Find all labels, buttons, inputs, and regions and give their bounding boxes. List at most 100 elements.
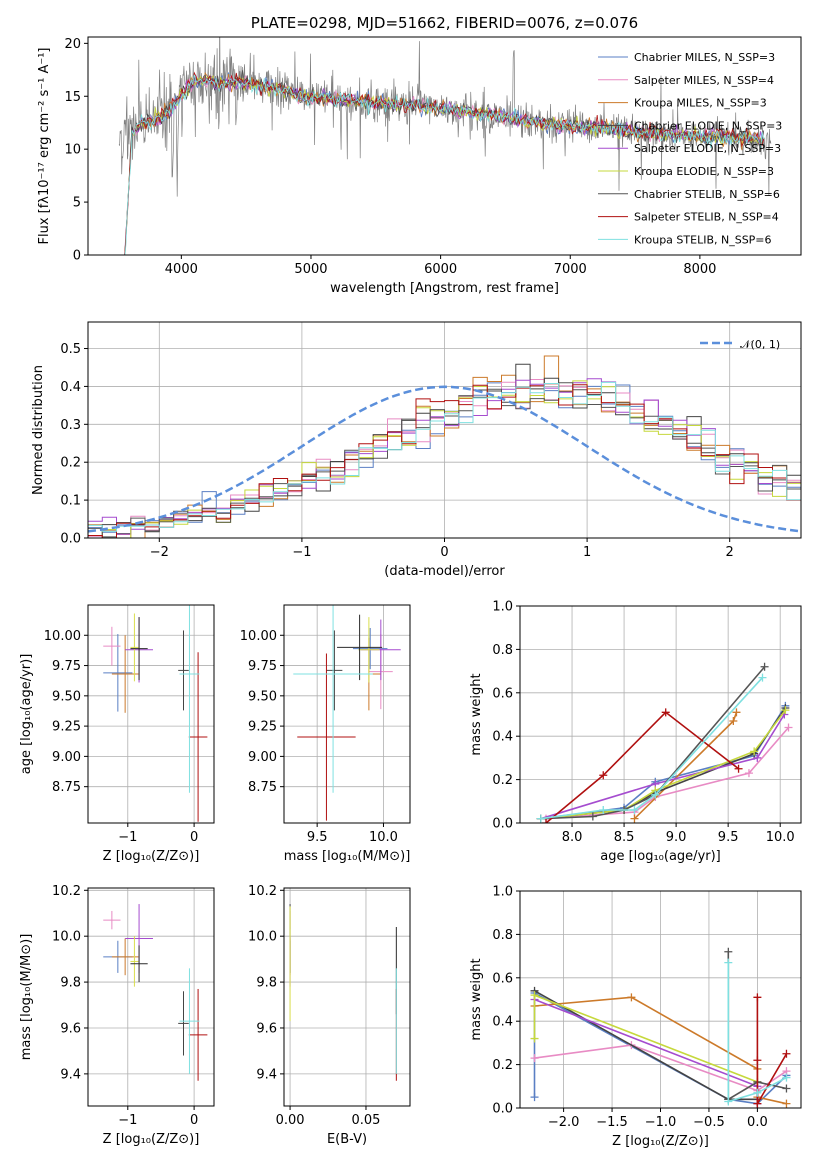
- y-tick-label: 9.8: [60, 976, 81, 991]
- weight-marker: [734, 764, 743, 773]
- y-tick-label: 0.2: [492, 773, 513, 788]
- weight-marker: [782, 1073, 791, 1082]
- legend-label: Chabrier STELIB, N_SSP=6: [634, 188, 780, 201]
- y-tick-label: 0.0: [60, 532, 81, 547]
- weight-series-line: [756, 997, 788, 1107]
- weight-marker: [729, 717, 738, 726]
- chart-title: PLATE=0298, MJD=51662, FIBERID=0076, z=0…: [251, 14, 638, 32]
- y-tick-label: 9.75: [248, 659, 277, 674]
- axes-frame: [87, 36, 802, 256]
- y-axis-label: Flux [fλ10⁻¹⁷ erg cm⁻² s⁻¹ A⁻¹]: [37, 48, 52, 245]
- weight-marker: [744, 769, 753, 778]
- errorbar-point: [297, 653, 356, 821]
- x-tick-label: −0.5: [693, 1115, 725, 1130]
- y-tick-label: 0.1: [60, 494, 81, 509]
- model-spectrum-line: [124, 70, 765, 255]
- y-tick-label: 10.00: [44, 629, 81, 644]
- y-tick-label: 0.4: [492, 1015, 513, 1030]
- errorbar-point: [178, 630, 189, 711]
- y-axis-label: Normed distribution: [31, 365, 46, 495]
- x-tick-label: 10.0: [766, 830, 795, 845]
- y-tick-label: 0: [73, 249, 81, 264]
- weight-marker: [782, 1084, 791, 1093]
- y-tick-label: 10.00: [240, 629, 277, 644]
- weight-series-line: [534, 998, 759, 1104]
- x-axis-label: Z [log₁₀(Z/Z⊙)]: [612, 1134, 709, 1149]
- errorbar-area: [103, 605, 208, 822]
- x-tick-label: −1: [118, 830, 137, 845]
- y-tick-label: 9.25: [52, 720, 81, 735]
- errorbar-point: [130, 945, 148, 983]
- weight-series-line: [540, 714, 785, 820]
- errorbar-area: [289, 904, 397, 1081]
- legend: Chabrier MILES, N_SSP=3 Salpeter MILES, N…: [598, 51, 782, 246]
- panel-weight_vs_age: 8.0 8.5 9.0 9.5 10.0 0.0 0.2 0.4 0.6 0.8 1.0 age [l…: [469, 600, 802, 864]
- y-tick-label: 9.00: [52, 750, 81, 765]
- y-axis-label: mass weight: [469, 673, 484, 755]
- weight-series-line: [545, 711, 740, 823]
- errorbar-point: [352, 628, 388, 670]
- x-tick-label: 6000: [424, 262, 457, 277]
- model-spectrum-line: [124, 74, 765, 255]
- weight-marker: [758, 673, 767, 682]
- weight-marker: [760, 662, 769, 671]
- errorbar-point: [130, 936, 139, 987]
- panel-mass_vs_ebv: 0.00 0.05 9.4 9.6 9.8 10.0 10.2 E(B-V): [248, 884, 411, 1147]
- errorbar-point: [179, 968, 200, 1074]
- weight-marker: [724, 1097, 733, 1106]
- errorbar-point: [178, 991, 189, 1056]
- x-tick-label: 9.5: [718, 830, 739, 845]
- y-tick-label: 9.50: [248, 689, 277, 704]
- x-tick-label: 0: [440, 545, 448, 560]
- weight-series-line: [540, 707, 787, 820]
- errorbar-point: [188, 988, 208, 1081]
- errorbar-area: [293, 605, 401, 821]
- y-tick-label: 9.8: [256, 976, 277, 991]
- errorbar-point: [103, 910, 121, 930]
- x-tick-label: 1: [583, 545, 591, 560]
- weight-series-line: [540, 709, 787, 820]
- panel-spectrum: 4000 5000 6000 7000 8000 0 5 10 15 20 wavelength […: [37, 14, 802, 296]
- x-tick-label: 2: [726, 545, 734, 560]
- y-tick-label: 0.3: [60, 418, 81, 433]
- weight-marker: [782, 1049, 791, 1058]
- y-axis-label: age [log₁₀(age/yr)]: [19, 654, 34, 775]
- weight-series-line: [540, 705, 787, 820]
- x-axis-label: Z [log₁₀(Z/Z⊙)]: [103, 1132, 200, 1147]
- y-tick-label: 10.0: [248, 930, 277, 945]
- x-tick-label: 8000: [683, 262, 716, 277]
- x-tick-label: −1.0: [645, 1115, 677, 1130]
- y-tick-label: 9.4: [256, 1067, 277, 1082]
- y-tick-label: 0.4: [60, 380, 81, 395]
- legend-label: Kroupa ELODIE, N_SSP=3: [634, 165, 774, 178]
- y-tick-label: 10.2: [52, 884, 81, 899]
- y-tick-label: 9.25: [248, 720, 277, 735]
- y-tick-label: 0.0: [492, 1102, 513, 1117]
- x-tick-label: 10.0: [369, 830, 398, 845]
- errorbar-area: [103, 904, 208, 1081]
- legend-label: 𝒩(0, 1): [740, 338, 780, 351]
- x-tick-label: 0: [190, 830, 198, 845]
- weight-series-line: [533, 994, 758, 1083]
- y-tick-label: 0.6: [492, 971, 513, 986]
- x-tick-label: 8.5: [614, 830, 635, 845]
- x-tick-label: −2.0: [548, 1115, 580, 1130]
- y-tick-label: 1.0: [492, 600, 513, 615]
- x-tick-label: −1.5: [596, 1115, 628, 1130]
- axes-frame: [283, 887, 411, 1107]
- y-tick-label: 0.2: [492, 1058, 513, 1073]
- weight-marker: [753, 993, 762, 1002]
- x-tick-label: −1: [292, 545, 311, 560]
- weight-marker: [753, 1056, 762, 1065]
- weight-series-line: [534, 990, 758, 1101]
- x-tick-label: 9.5: [307, 830, 328, 845]
- weight-marker: [630, 805, 639, 814]
- weight-lines: [530, 947, 791, 1108]
- weight-marker: [781, 706, 790, 715]
- legend-label: Salpeter STELIB, N_SSP=4: [634, 211, 779, 224]
- weight-series-line: [540, 677, 764, 820]
- normal-distribution-curve: [88, 385, 801, 533]
- errorbar-point: [103, 634, 133, 712]
- x-tick-label: 0: [190, 1113, 198, 1128]
- legend-label: Salpeter MILES, N_SSP=4: [634, 74, 774, 87]
